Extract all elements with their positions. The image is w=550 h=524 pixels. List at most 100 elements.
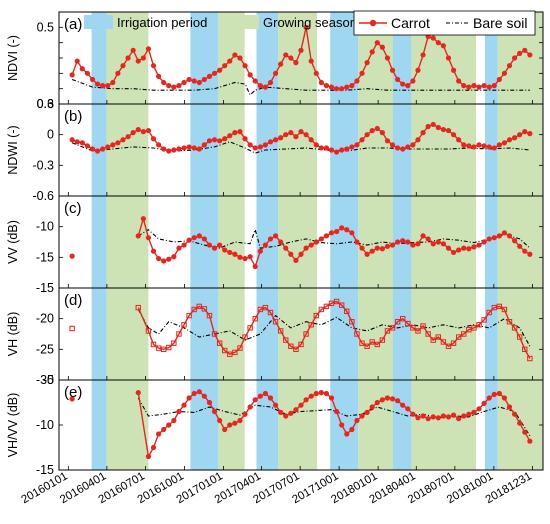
carrot-point <box>262 142 268 148</box>
legend: Irrigation period Growing season Carrot … <box>84 10 536 36</box>
y-tick-label: -10 <box>36 418 54 432</box>
carrot-point <box>150 136 157 142</box>
carrot-point <box>415 137 421 143</box>
carrot-point <box>191 145 197 151</box>
carrot-point <box>69 325 75 332</box>
carrot-point <box>364 132 370 138</box>
carrot-point <box>354 239 360 245</box>
carrot-point <box>364 60 370 66</box>
carrot-point <box>308 242 314 248</box>
carrot-point <box>481 400 487 406</box>
carrot-point <box>323 303 330 310</box>
carrot-point <box>339 225 345 231</box>
carrot-point <box>420 130 426 136</box>
carrot-point <box>298 129 304 135</box>
carrot-point <box>247 404 253 410</box>
carrot-point <box>150 341 157 348</box>
carrot-point <box>359 70 365 76</box>
carrot-point <box>527 251 533 257</box>
carrot-point <box>395 76 401 83</box>
carrot-point <box>267 309 274 316</box>
carrot-point <box>517 50 523 57</box>
carrot-point <box>272 319 279 325</box>
carrot-point <box>430 414 436 420</box>
carrot-point <box>161 79 167 86</box>
carrot-point <box>217 417 223 424</box>
panel-3: -15 -10 (c) VV (dB) <box>6 195 544 289</box>
carrot-point <box>125 55 131 61</box>
carrot-point <box>252 315 258 322</box>
carrot-point <box>232 251 238 257</box>
carrot-point <box>308 393 314 399</box>
carrot-point <box>135 304 141 311</box>
carrot-point <box>232 52 238 58</box>
carrot-point <box>450 67 457 73</box>
carrot-point <box>74 139 80 145</box>
carrot-point <box>471 325 477 331</box>
carrot-point <box>222 136 228 142</box>
carrot-point <box>272 402 279 408</box>
carrot-point <box>293 60 299 66</box>
carrot-point <box>527 438 533 444</box>
carrot-point <box>155 431 162 437</box>
carrot-point <box>161 258 167 264</box>
carrot-point <box>155 345 162 351</box>
carrot-point <box>445 343 452 349</box>
carrot-point <box>491 304 497 311</box>
carrot-point <box>420 413 426 419</box>
y-axis-title: VH/VV (dB) <box>6 393 20 458</box>
carrot-point <box>389 142 396 148</box>
carrot-point <box>272 233 279 239</box>
carrot-point <box>242 255 248 262</box>
legend-growing-swatch <box>230 15 259 29</box>
carrot-point <box>389 396 396 402</box>
carrot-point <box>313 390 319 397</box>
carrot-point <box>450 340 457 346</box>
carrot-point <box>476 84 482 90</box>
legend-irrigation-swatch <box>84 15 113 29</box>
carrot-point <box>145 235 152 241</box>
carrot-point <box>405 239 411 245</box>
carrot-point <box>160 346 167 353</box>
carrot-point <box>461 331 467 337</box>
carrot-point <box>415 67 421 73</box>
carrot-point <box>308 58 314 64</box>
carrot-point <box>288 55 294 61</box>
carrot-point <box>486 309 492 316</box>
carrot-point <box>430 337 436 343</box>
carrot-point <box>405 144 411 150</box>
carrot-point <box>303 24 309 30</box>
carrot-point <box>94 148 101 154</box>
carrot-point <box>186 144 192 150</box>
carrot-point <box>135 58 141 64</box>
carrot-point <box>430 241 436 247</box>
carrot-point <box>379 337 386 343</box>
carrot-point <box>283 337 289 343</box>
carrot-point <box>288 343 294 349</box>
carrot-point <box>481 317 487 323</box>
carrot-point <box>461 142 467 148</box>
carrot-point <box>100 146 106 152</box>
carrot-point <box>278 61 284 67</box>
carrot-point <box>84 70 90 76</box>
carrot-point <box>318 306 325 313</box>
carrot-point <box>430 35 436 41</box>
carrot-point <box>267 79 274 86</box>
carrot-point <box>196 146 202 152</box>
carrot-point <box>211 245 218 251</box>
carrot-point <box>344 308 350 315</box>
carrot-point <box>206 399 213 406</box>
carrot-point <box>501 306 508 313</box>
carrot-point <box>120 137 126 143</box>
carrot-point <box>161 426 167 433</box>
carrot-point <box>186 312 192 319</box>
carrot-point <box>140 216 146 222</box>
carrot-point <box>181 322 187 328</box>
carrot-point <box>252 78 258 84</box>
carrot-point <box>410 325 416 331</box>
carrot-point <box>395 398 401 404</box>
carrot-point <box>242 411 248 417</box>
carrot-point <box>328 84 335 90</box>
carrot-point <box>450 132 457 138</box>
y-tick-label: -0.3 <box>32 158 54 172</box>
